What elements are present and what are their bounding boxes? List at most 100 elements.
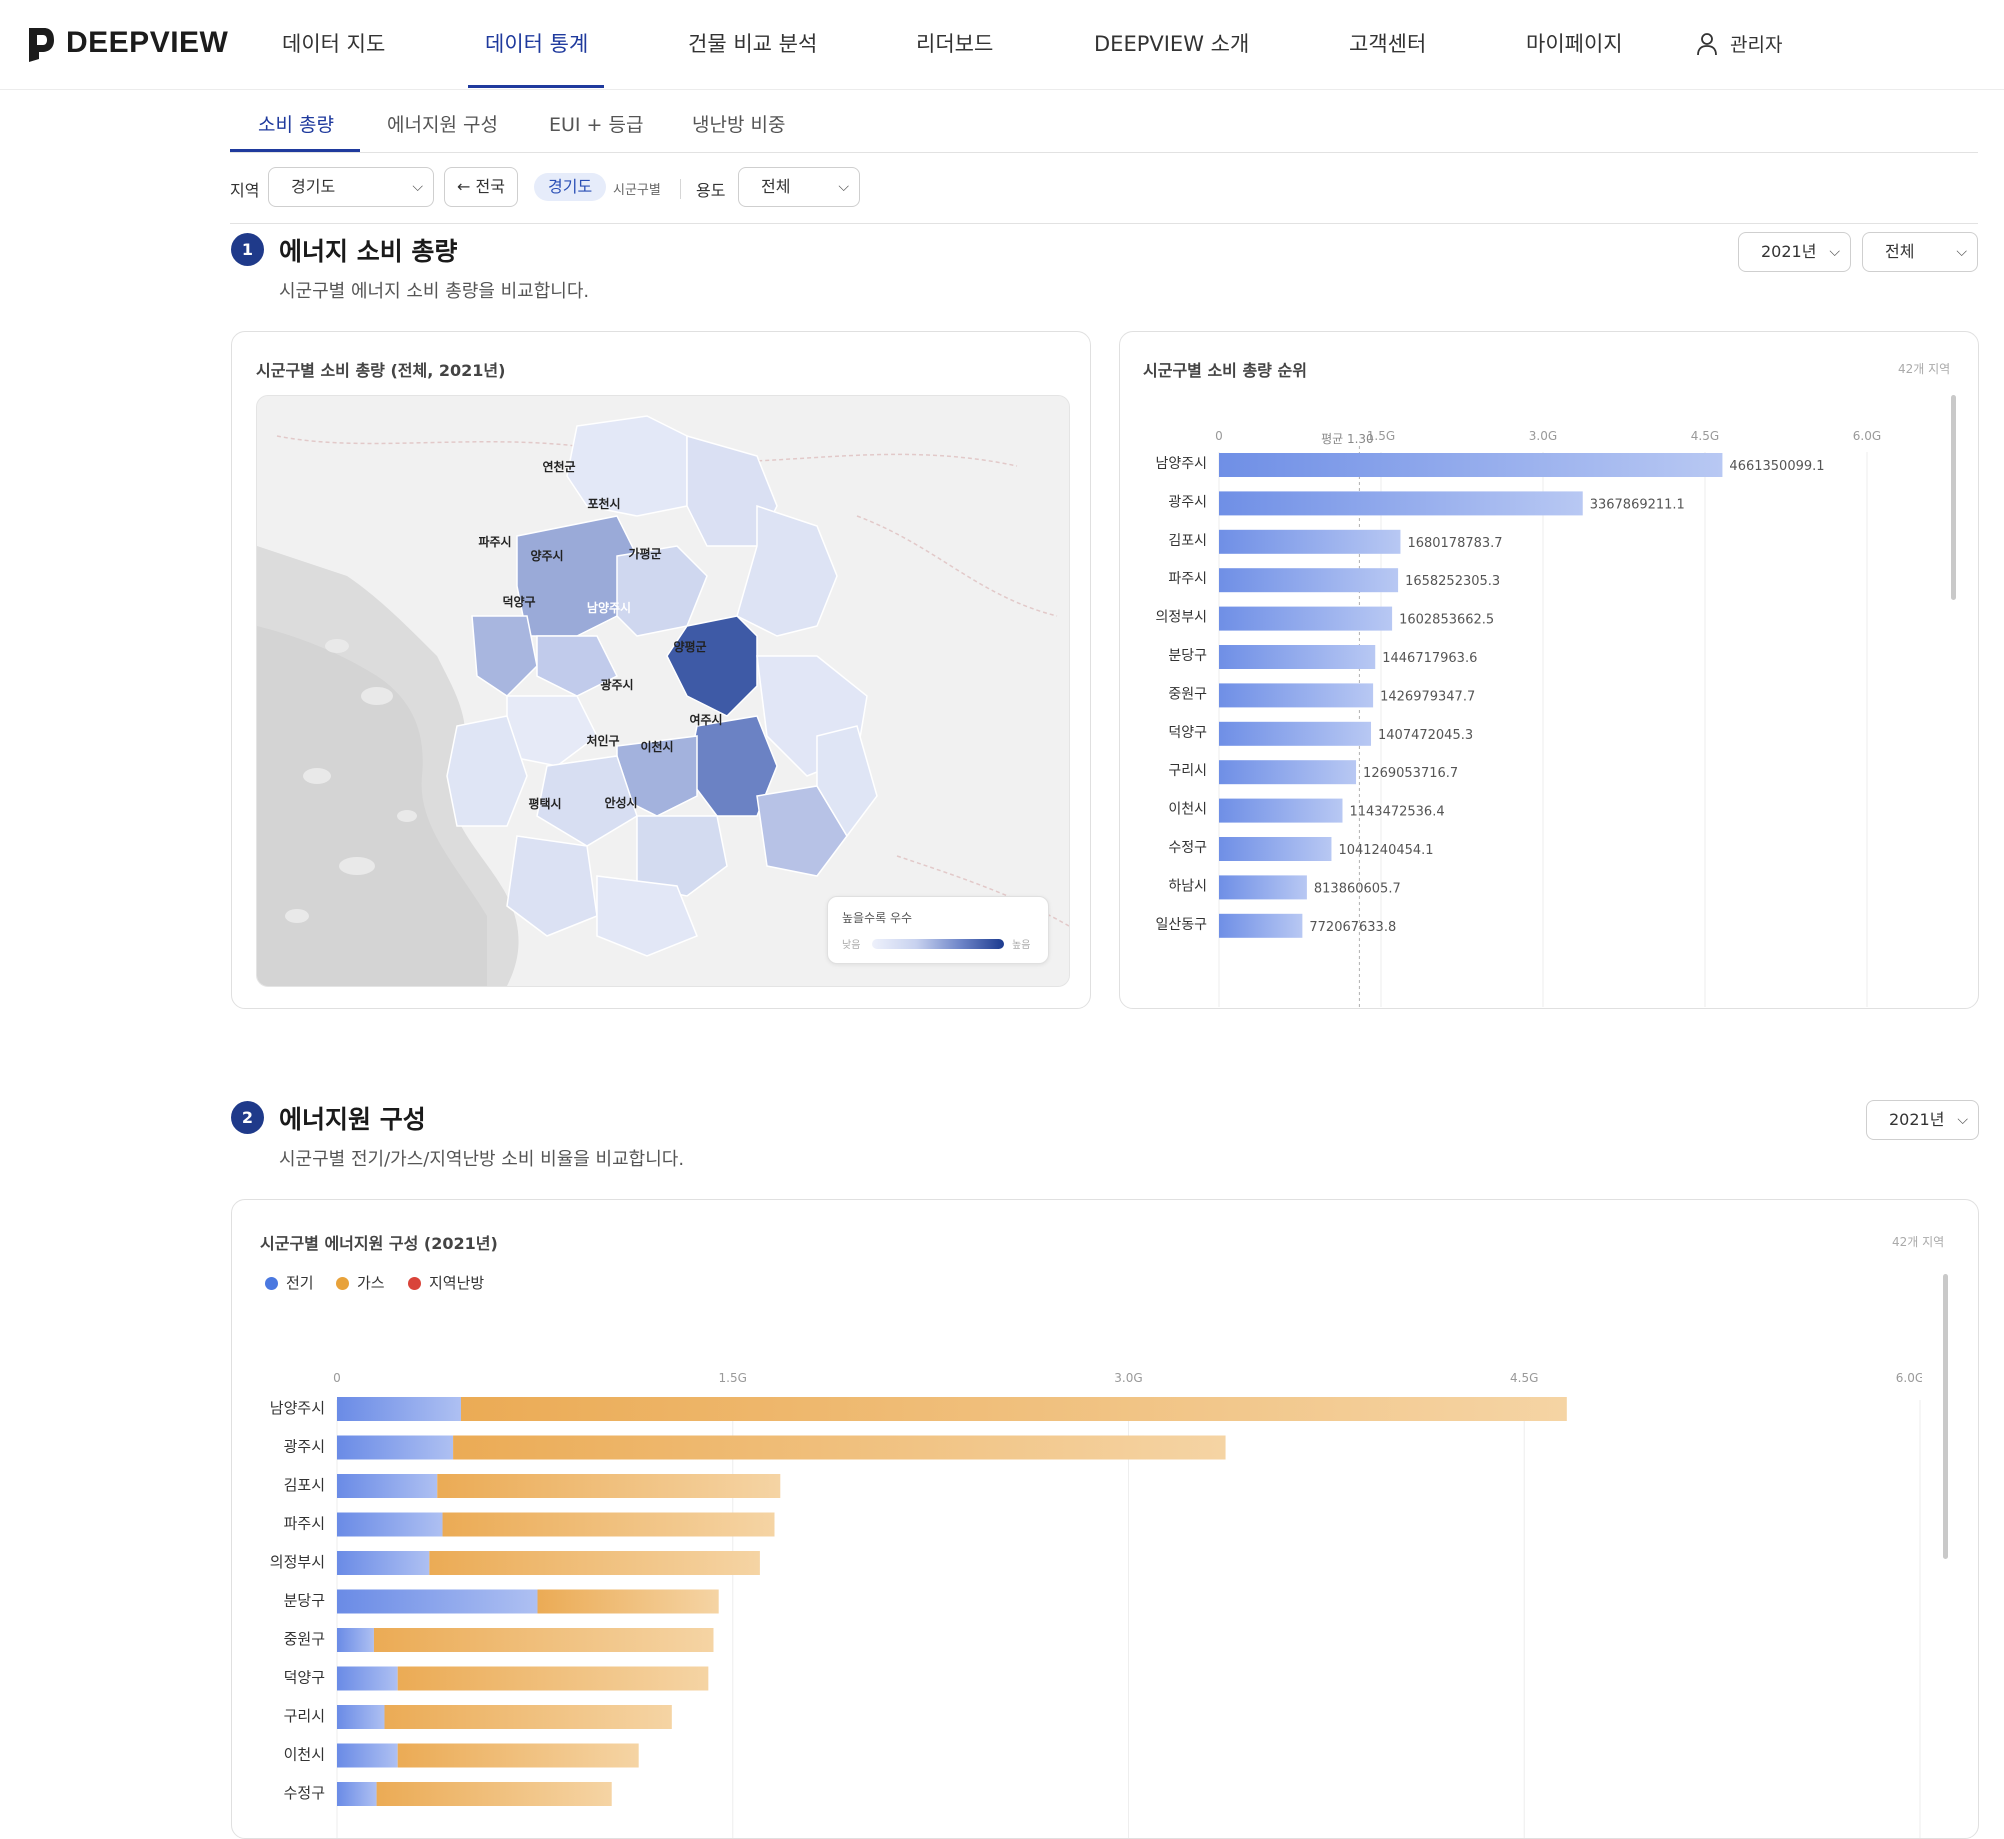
nav-data-map[interactable]: 데이터 지도: [282, 32, 386, 56]
back-to-national-button[interactable]: ← 전국: [444, 167, 518, 207]
user-icon: [1697, 32, 1717, 55]
ranking-bar[interactable]: [1219, 568, 1399, 593]
map-label: 평택시: [528, 796, 561, 811]
stacked-bar-segment[interactable]: [337, 1743, 398, 1768]
ranking-bar[interactable]: [1219, 721, 1372, 746]
region-chip-sub: 시군구별: [613, 183, 661, 198]
district-suwon[interactable]: [536, 755, 638, 847]
map-card-title: 시군구별 소비 총량 (전체, 2021년): [256, 361, 506, 380]
nav-leaderboard[interactable]: 리더보드: [916, 32, 994, 56]
section2-number: 2: [231, 1101, 264, 1134]
ranking-bar[interactable]: [1219, 837, 1332, 861]
stacked-bar-segment[interactable]: [337, 1512, 443, 1537]
ranking-card-title: 시군구별 소비 총량 순위: [1143, 361, 1307, 380]
district-yeoncheon[interactable]: [566, 415, 688, 517]
region-chip: 경기도: [534, 173, 607, 201]
nav-data-stats[interactable]: 데이터 통계: [485, 32, 589, 56]
section2-year-select[interactable]: 2021년 ⌵: [1866, 1100, 1979, 1140]
district-cheoin[interactable]: [636, 815, 728, 897]
district-gimpo[interactable]: [471, 615, 538, 697]
stacked-bar-segment[interactable]: [461, 1397, 1567, 1421]
legend-high-label: 높음: [1012, 940, 1031, 951]
map-canvas: 연천군 포천시 파주시 양주시 가평군 덕양구 남양주시 양평군 광주시 여주시…: [257, 396, 1069, 986]
district-gapyeong[interactable]: [736, 504, 838, 637]
stacked-bar-segment[interactable]: [337, 1474, 438, 1498]
stacked-bar-segment[interactable]: [376, 1782, 612, 1806]
stacked-bar-segment[interactable]: [337, 1435, 454, 1460]
ranking-bar[interactable]: [1219, 645, 1376, 669]
stacked-bar-segment[interactable]: [453, 1435, 1226, 1460]
map-label: 파주시: [478, 534, 511, 549]
tab-eui-grade[interactable]: EUI + 등급: [549, 114, 644, 136]
nav-building-compare[interactable]: 건물 비교 분석: [688, 32, 818, 56]
chevron-down-icon: ⌵: [838, 179, 849, 195]
stacked-bar-segment[interactable]: [429, 1551, 760, 1575]
ranking-bar[interactable]: [1219, 875, 1307, 900]
source-card: 시군구별 에너지원 구성 (2021년) 42개 지역 0 1.5G 3.0G 4.5…: [231, 1199, 1979, 1839]
filter-bar: 지역 경기도 ⌵ ← 전국 경기도 시군구별 용도 전체 ⌵: [230, 165, 1978, 224]
map-label: 남양주시: [587, 600, 631, 615]
tab-energy-source[interactable]: 에너지원 구성: [387, 114, 498, 136]
stacked-bar-segment[interactable]: [537, 1589, 719, 1614]
map-islands: [285, 639, 417, 923]
ranking-category-label: 중원구: [1168, 686, 1207, 702]
stacked-bar-segment[interactable]: [337, 1551, 430, 1575]
stacked-bar-segment[interactable]: [397, 1743, 639, 1768]
ranking-scrollbar[interactable]: [1951, 395, 1956, 600]
ranking-bar[interactable]: [1219, 798, 1343, 823]
user-menu[interactable]: 관리자: [1696, 30, 1782, 57]
choropleth-map[interactable]: 연천군 포천시 파주시 양주시 가평군 덕양구 남양주시 양평군 광주시 여주시…: [256, 395, 1070, 987]
district-deogyang[interactable]: [536, 635, 619, 697]
ranking-bar[interactable]: [1219, 683, 1374, 708]
district-namyangju[interactable]: [666, 615, 758, 717]
usage-select[interactable]: 전체 ⌵: [738, 167, 860, 207]
district-icheon[interactable]: [756, 785, 848, 877]
nav-about[interactable]: DEEPVIEW 소개: [1094, 32, 1250, 56]
stacked-bar-segment[interactable]: [337, 1589, 538, 1614]
stacked-bar-segment[interactable]: [337, 1782, 377, 1806]
stacked-bar-segment[interactable]: [384, 1705, 672, 1729]
district-pyeongtaek[interactable]: [506, 835, 598, 937]
tab-heating-cooling[interactable]: 냉난방 비중: [692, 114, 786, 136]
stacked-bar-segment[interactable]: [337, 1666, 398, 1691]
ranking-bar[interactable]: [1219, 913, 1303, 938]
ranking-value-label: 772067633.8: [1309, 920, 1396, 935]
source-x-tick: 4.5G: [1510, 1371, 1538, 1385]
section1-year-select[interactable]: 2021년 ⌵: [1738, 232, 1851, 272]
ranking-category-label: 수정구: [1168, 840, 1207, 856]
region-select[interactable]: 경기도 ⌵: [268, 167, 434, 207]
nav-mypage[interactable]: 마이페이지: [1526, 32, 1623, 56]
chevron-down-icon: ⌵: [1957, 1112, 1968, 1128]
ranking-bar[interactable]: [1219, 606, 1393, 631]
district-paju[interactable]: [516, 515, 638, 637]
user-name: 관리자: [1730, 34, 1783, 56]
stacked-bar-segment[interactable]: [337, 1397, 462, 1421]
district-anseong[interactable]: [596, 875, 698, 957]
stacked-bar-chart: 0 1.5G 3.0G 4.5G 6.0G 남양주시광주시김포시파주시의정부시분당구중원구…: [270, 1371, 1922, 1838]
source-scrollbar[interactable]: [1943, 1274, 1948, 1559]
map-label: 처인구: [586, 733, 619, 748]
filter-divider: [680, 179, 681, 199]
stacked-bar-segment[interactable]: [437, 1474, 781, 1498]
stacked-bar-segment[interactable]: [397, 1666, 709, 1691]
ranking-x-tick: 3.0G: [1529, 429, 1557, 443]
stacked-bar-segment[interactable]: [337, 1628, 374, 1652]
stacked-bar-segment[interactable]: [337, 1705, 385, 1729]
stacked-bar-segment[interactable]: [373, 1628, 714, 1652]
ranking-bar[interactable]: [1219, 491, 1583, 516]
tab-total-consumption[interactable]: 소비 총량: [258, 114, 334, 136]
district-yeoju[interactable]: [816, 725, 878, 838]
stacked-bar-segment[interactable]: [442, 1512, 775, 1537]
map-label: 가평군: [628, 546, 661, 561]
map-label: 이천시: [640, 739, 673, 754]
ranking-bar[interactable]: [1219, 453, 1723, 477]
brand-name: DEEPVIEW: [66, 26, 229, 59]
ranking-bar[interactable]: [1219, 529, 1401, 554]
top-navigation: DEEPVIEW 데이터 지도 데이터 통계 건물 비교 분석 리더보드 DEE…: [0, 0, 2004, 90]
nav-support[interactable]: 고객센터: [1349, 32, 1427, 56]
brand-logo[interactable]: DEEPVIEW: [26, 24, 228, 62]
map-label: 여주시: [689, 712, 722, 727]
ranking-bar[interactable]: [1219, 760, 1357, 785]
section1-usage-select[interactable]: 전체 ⌵: [1862, 232, 1978, 272]
district-hwaseong[interactable]: [446, 715, 528, 827]
